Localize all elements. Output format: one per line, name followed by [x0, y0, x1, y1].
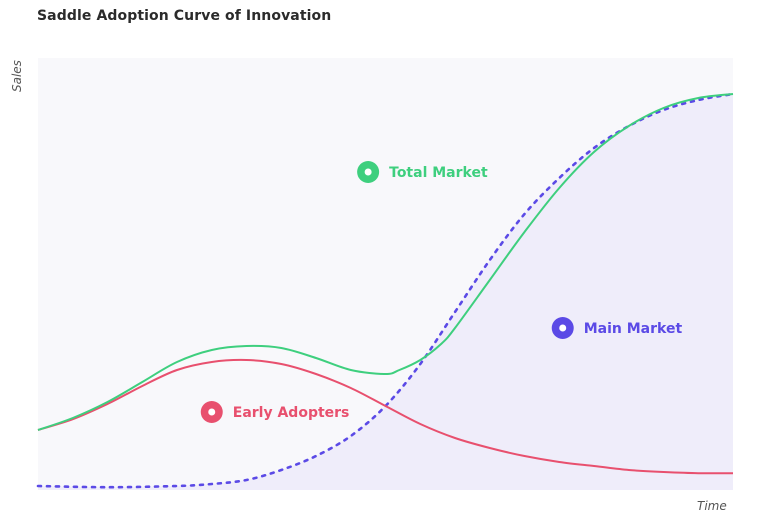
- main-market-area: [38, 94, 733, 490]
- marker-dot-center: [364, 168, 372, 176]
- legend-label-main-market: Main Market: [584, 321, 683, 337]
- x-axis-label: Time: [697, 499, 727, 513]
- legend-marker-main-market: Main Market: [551, 317, 683, 339]
- marker-dot-center: [208, 408, 216, 416]
- series-line-early-adopters: [37, 358, 734, 475]
- annotation-layer: Total Market Main Market Early Adopters: [200, 161, 683, 423]
- series-line-total-market: [37, 93, 734, 431]
- legend-marker-total-market: Total Market: [357, 161, 488, 183]
- legend-label-early-adopters: Early Adopters: [233, 405, 350, 421]
- chart-title: Saddle Adoption Curve of Innovation: [37, 8, 332, 24]
- series-line-main-market: [36, 92, 735, 489]
- legend-label-total-market: Total Market: [389, 165, 488, 181]
- marker-dot-center: [559, 324, 567, 332]
- series-layer: [36, 92, 735, 489]
- legend-marker-early-adopters: Early Adopters: [200, 401, 350, 423]
